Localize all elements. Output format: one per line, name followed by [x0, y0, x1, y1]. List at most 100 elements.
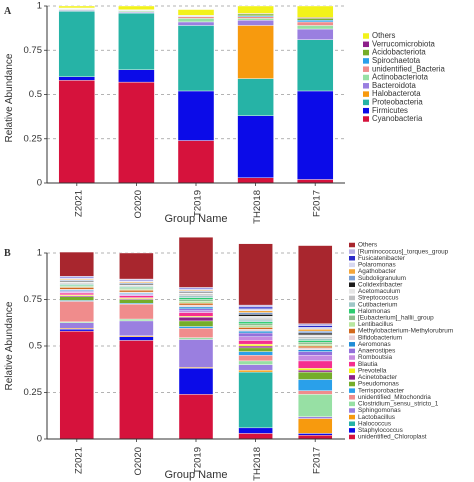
x-axis-title: Group Name — [165, 213, 228, 225]
legend-swatch-polaromonas — [349, 262, 355, 268]
bar-o2020 — [119, 252, 154, 440]
bar-segment-z2021-cyanobacteria — [58, 80, 95, 184]
legend-swatch-firmicutes — [363, 107, 369, 114]
bar-z2021 — [58, 5, 95, 184]
bar-segment-f2017-bifidobacterium — [298, 347, 333, 350]
y-tick-label: 0.75 — [24, 294, 43, 305]
legend-swatch-colidextribacter — [349, 282, 355, 287]
bar-segment-f2017-agathobacter — [298, 329, 333, 332]
legend-label-prevotella: Prevotella — [358, 367, 387, 374]
bar-segment-f2017-methylobacterium-methylorubrum — [298, 345, 333, 349]
legend-label-acetomaculum: Acetomaculum — [358, 288, 400, 295]
legend-label-bacteroidota: Bacteroidota — [372, 81, 416, 90]
bar-segment-t2019-acinetobacter — [178, 316, 214, 322]
bar-f2017 — [298, 245, 333, 440]
bar-segment-z2021-unidentified-mitochondria — [59, 301, 94, 323]
bar-segment-f2017-sphingomonas — [298, 416, 333, 419]
bar-segment-th2018-sphingomonas — [238, 364, 273, 371]
legend-label-streptococcus: Streptococcus — [358, 295, 399, 302]
legend-label-unidentified-bacteria: unidentified_Bacteria — [372, 64, 445, 73]
bar-t2019 — [178, 236, 214, 440]
legend-swatch-actinobacteriota — [363, 74, 369, 81]
bar-segment-f2017-eubacterium-hallii-group — [298, 342, 333, 345]
legend-swatch-sphingomonas — [349, 408, 355, 413]
y-tick-label: 1 — [37, 1, 42, 12]
bar-th2018 — [237, 5, 274, 184]
bar-segment-t2019-bifidobacterium — [178, 304, 214, 308]
legend-swatch-others — [363, 33, 369, 39]
legend-label-lactobacillus: Lactobacillus — [358, 414, 395, 421]
bar-segment-t2019-anaerostipes — [178, 308, 214, 311]
bar-segment-f2017-subdoligranulum — [298, 330, 333, 334]
legend-label-blautia: Blautia — [358, 361, 378, 368]
bar-segment-o2020-firmicutes — [118, 69, 155, 83]
bar-segment-f2017-fusicatenibacter — [298, 325, 333, 328]
legend-label-agathobacter: Agathobacter — [358, 268, 397, 275]
bar-segment-f2017-pseudomonas — [298, 371, 333, 380]
bar-segment-f2017-clostridium-sensu-stricto-1 — [298, 394, 333, 417]
bar-z2021 — [59, 251, 94, 440]
bar-segment-t2019-methylobacterium-methylorubrum — [178, 303, 214, 306]
bar-segment-t2019-lentibacillus — [178, 301, 214, 304]
bar-th2018 — [238, 243, 273, 440]
legend-label-fusicatenibacter: Fusicatenibacter — [358, 255, 406, 262]
bar-segment-th2018-proteobacteria — [237, 78, 274, 116]
bar-segment-t2019-clostridium-sensu-stricto-1 — [178, 337, 214, 340]
bar-segment-th2018-halococcus — [238, 371, 273, 429]
bar-segment-f2017-others — [297, 5, 334, 18]
y-tick-label: 0.25 — [24, 133, 43, 144]
legend-label-others: Others — [358, 242, 377, 249]
legend-swatch-eubacterium-hallii-group — [349, 315, 355, 321]
bar-segment-t2019-cutibacterium — [178, 295, 214, 298]
bar-segment-f2017-anaerostipes — [298, 351, 333, 356]
bar-segment-th2018-unidentified-bacteria — [237, 16, 274, 19]
legend-label-romboutsia: Romboutsia — [358, 354, 393, 361]
bar-segment-t2019-halomonas — [178, 297, 214, 300]
bar-segment-th2018-ruminococcus-torques-group — [238, 304, 273, 308]
bar-segment-f2017-spirochaetota — [297, 19, 334, 23]
x-tick-label: TH2018 — [252, 447, 263, 481]
bar-segment-th2018-unidentified-chloroplast — [238, 433, 273, 440]
legend-label-anaerostipes: Anaerostipes — [358, 348, 395, 355]
bar-segment-f2017-halomonas — [298, 340, 333, 343]
bar-segment-o2020-sphingomonas — [119, 320, 154, 336]
bar-segment-th2018-pseudomonas — [238, 347, 273, 352]
bar-segment-t2019-blautia — [178, 312, 214, 317]
x-tick-label: O2020 — [133, 190, 144, 219]
bar-segment-t2019-pseudomonas — [178, 320, 214, 327]
bar-segment-f2017-polaromonas — [298, 327, 333, 330]
bar-segment-f2017-aeromonas — [298, 349, 333, 352]
legend-label-halomonas: Halomonas — [358, 308, 390, 315]
x-tick-label: T2019 — [193, 190, 204, 217]
legend-swatch-spirochaetota — [363, 58, 369, 64]
bar-segment-t2019-terrisporobacter — [178, 326, 214, 329]
bar-segment-z2021-firmicutes — [58, 76, 95, 81]
legend-label-sphingomonas: Sphingomonas — [358, 407, 401, 414]
legend: OthersVerrucomicrobiotaAcidobacteriotaSp… — [363, 31, 445, 123]
panel-letter: A — [4, 6, 12, 17]
bar-segment-th2018-actinobacteriota — [237, 18, 274, 21]
bar-segment-th2018-subdoligranulum — [238, 312, 273, 315]
legend-label-cutibacterium: Cutibacterium — [358, 301, 397, 308]
bar-segment-o2020-cyanobacteria — [118, 81, 155, 184]
bar-segment-th2018-bacteroidota — [237, 19, 274, 26]
x-tick-label: Z2021 — [73, 447, 84, 474]
legend-swatch-pseudomonas — [349, 381, 355, 387]
bar-segment-th2018-bifidobacterium — [238, 329, 273, 332]
legend-swatch-anaerostipes — [349, 348, 355, 354]
legend-label-terrisporobacter: Terrisporobacter — [358, 387, 405, 394]
bar-segment-z2021-staphylococcus — [59, 329, 94, 332]
bar-segment-z2021-sphingomonas — [59, 322, 94, 329]
legend-swatch-streptococcus — [349, 295, 355, 301]
x-tick-label: TH2018 — [252, 190, 263, 224]
bar-segment-f2017-acetomaculum — [298, 334, 333, 337]
bar-segment-t2019-bacteroidota — [177, 21, 215, 26]
bar-segment-th2018-acinetobacter — [238, 345, 273, 349]
bar-segment-o2020-methylobacterium-methylorubrum — [119, 290, 154, 293]
y-axis-title: Relative Abundance — [4, 301, 15, 390]
bar-segment-f2017-actinobacteriota — [297, 25, 334, 30]
bar-segment-o2020-unidentified-mitochondria — [119, 303, 154, 320]
bar-segment-th2018-colidextribacter — [238, 314, 273, 317]
bar-segment-f2017-acidobacteriota — [297, 18, 334, 21]
legend-label-acidobacteriota: Acidobacteriota — [372, 48, 426, 57]
